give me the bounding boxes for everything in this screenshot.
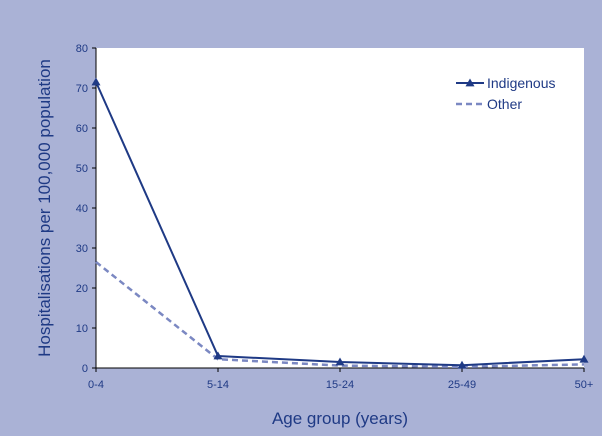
x-tick-label: 50+ — [575, 379, 594, 391]
legend-marker-indigenous — [465, 78, 475, 87]
plot-area — [96, 48, 584, 368]
y-tick-label: 30 — [76, 243, 88, 255]
y-tick-label: 70 — [76, 83, 88, 95]
data-point-indigenous — [91, 77, 101, 86]
x-tick-label: 5-14 — [207, 379, 229, 391]
x-axis-label: Age group (years) — [272, 409, 408, 428]
axes: 0 10 20 30 40 50 60 70 80 0-4 5-14 15-24 25-49 50+ — [76, 43, 594, 391]
y-tick-label: 10 — [76, 323, 88, 335]
y-tick-label: 60 — [76, 123, 88, 135]
legend: Indigenous Other — [456, 75, 556, 112]
y-tick-label: 0 — [82, 363, 88, 375]
data-point-indigenous — [457, 360, 467, 369]
legend-label-other: Other — [487, 96, 522, 112]
y-tick-label: 80 — [76, 43, 88, 55]
x-tick-label: 0-4 — [88, 379, 104, 391]
series-layer — [91, 77, 589, 369]
y-tick-label: 50 — [76, 163, 88, 175]
data-point-indigenous — [579, 354, 589, 363]
data-point-indigenous — [213, 351, 223, 360]
legend-label-indigenous: Indigenous — [487, 75, 556, 91]
y-tick-label: 40 — [76, 203, 88, 215]
data-point-indigenous — [335, 357, 345, 366]
x-tick-label: 15-24 — [326, 379, 354, 391]
x-tick-label: 25-49 — [448, 379, 476, 391]
y-axis-label: Hospitalisations per 100,000 population — [35, 59, 54, 357]
series-line-other — [95, 261, 585, 369]
y-tick-label: 20 — [76, 283, 88, 295]
